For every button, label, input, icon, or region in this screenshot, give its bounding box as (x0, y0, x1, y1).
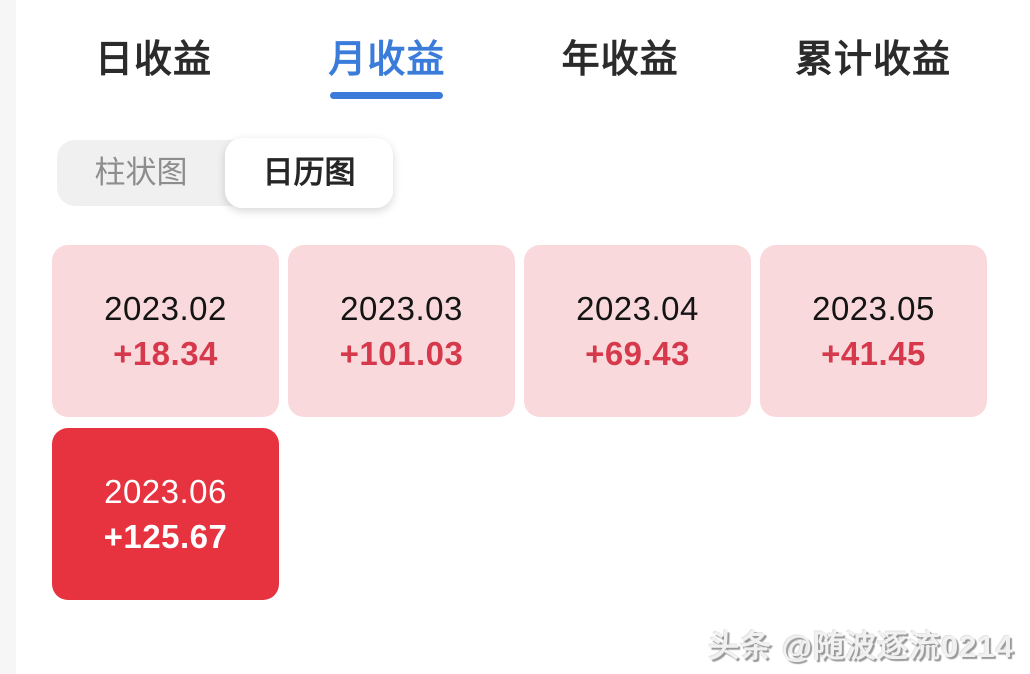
period-tabs: 日收益 月收益 年收益 累计收益 (95, 28, 951, 99)
month-cell-2023-03[interactable]: 2023.03 +101.03 (288, 245, 515, 417)
month-cell-value: +69.43 (585, 334, 690, 372)
chart-view-toggle: 柱状图 日历图 (57, 138, 393, 208)
month-cell-date: 2023.02 (104, 289, 227, 327)
month-cell-date: 2023.04 (576, 289, 699, 327)
month-calendar-grid: 2023.02 +18.34 2023.03 +101.03 2023.04 +… (52, 245, 992, 600)
month-cell-date: 2023.06 (104, 472, 227, 510)
month-cell-2023-06[interactable]: 2023.06 +125.67 (52, 428, 279, 600)
toggle-bar-chart[interactable]: 柱状图 (94, 155, 188, 190)
tab-cumulative-return[interactable]: 累计收益 (795, 28, 951, 99)
tab-monthly-return[interactable]: 月收益 (328, 28, 445, 99)
month-cell-value: +41.45 (821, 334, 926, 372)
month-cell-value: +18.34 (113, 334, 218, 372)
month-cell-2023-02[interactable]: 2023.02 +18.34 (52, 245, 279, 417)
month-cell-2023-05[interactable]: 2023.05 +41.45 (760, 245, 987, 417)
active-tab-underline (330, 92, 444, 99)
month-cell-value: +101.03 (339, 334, 464, 372)
tab-label: 日收益 (95, 39, 213, 81)
month-cell-date: 2023.05 (812, 289, 935, 327)
month-cell-value: +125.67 (103, 517, 228, 555)
tab-label: 年收益 (561, 39, 679, 81)
toggle-calendar-chart[interactable]: 日历图 (225, 138, 393, 208)
tab-daily-return[interactable]: 日收益 (95, 28, 212, 99)
tab-label: 月收益 (328, 39, 446, 81)
tab-label: 累计收益 (794, 39, 951, 81)
month-cell-2023-04[interactable]: 2023.04 +69.43 (524, 245, 751, 417)
month-cell-date: 2023.03 (340, 289, 463, 327)
toutiao-watermark: 头条 @随波逐流0214 (708, 629, 1014, 664)
left-margin-strip (0, 0, 16, 674)
tab-yearly-return[interactable]: 年收益 (562, 28, 679, 99)
